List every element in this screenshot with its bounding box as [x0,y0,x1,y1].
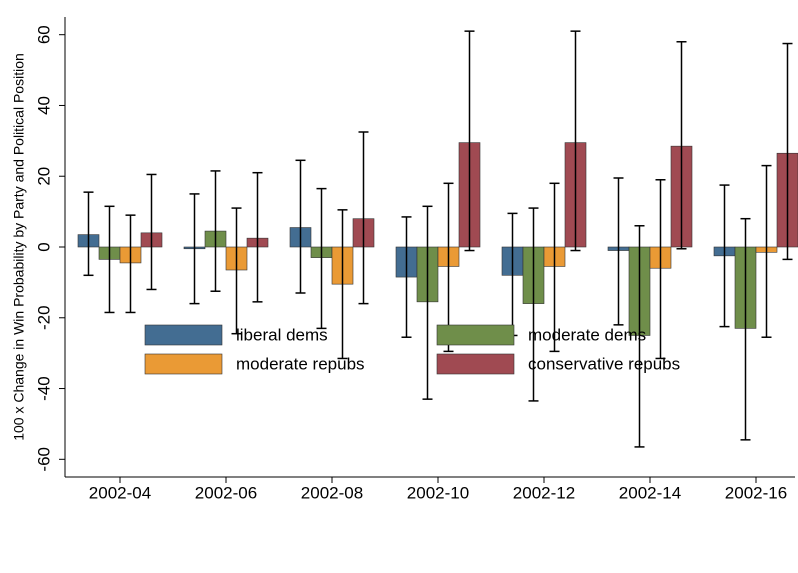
legend-swatch [436,324,515,346]
x-tick-label: 2002-16 [725,483,787,502]
x-tick-label: 2002-04 [89,483,151,502]
x-tick-label: 2002-06 [195,483,257,502]
y-tick-label: -60 [34,447,53,472]
legend-swatch [144,353,223,375]
x-tick-label: 2002-14 [619,483,681,502]
legend-label: conservative repubs [528,354,680,373]
x-tick-label: 2002-10 [407,483,469,502]
y-tick-label: -40 [34,376,53,401]
legend-swatch [144,324,223,346]
y-tick-label: 0 [34,242,53,251]
y-tick-label: 20 [34,167,53,186]
y-tick-label: -20 [34,305,53,330]
legend-label: liberal dems [236,325,328,344]
x-tick-label: 2002-12 [513,483,575,502]
legend-label: moderate repubs [236,354,365,373]
legend-swatch [436,353,515,375]
y-tick-label: 60 [34,25,53,44]
x-tick-label: 2002-08 [301,483,363,502]
y-tick-label: 40 [34,96,53,115]
y-axis-title: 100 x Change in Win Probability by Party… [11,53,27,441]
legend-label: moderate dems [528,325,646,344]
